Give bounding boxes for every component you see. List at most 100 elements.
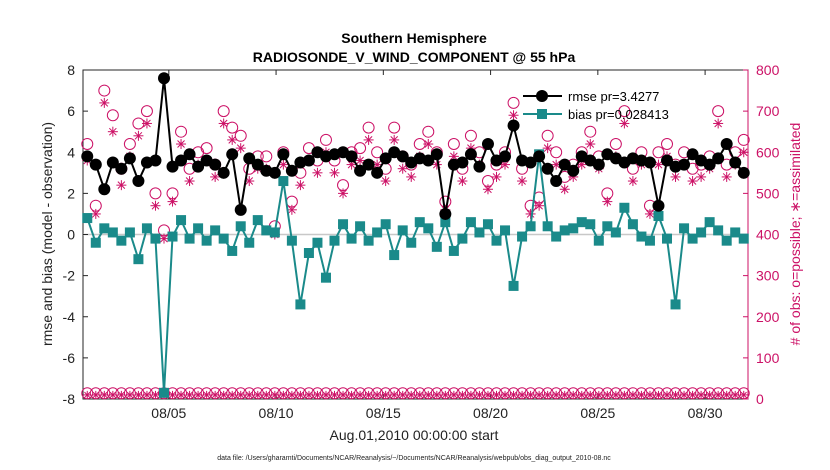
assimilated-marker [177, 390, 186, 399]
assimilated-marker [654, 390, 663, 399]
assimilated-marker [142, 390, 151, 399]
rmse-point [507, 119, 520, 132]
assimilated-marker [508, 110, 519, 121]
y-left-tick-label: -2 [63, 268, 76, 284]
possible-marker [712, 105, 725, 118]
bias-point [380, 219, 391, 230]
rmse-point [268, 166, 281, 179]
rmse-point [285, 164, 298, 177]
possible-marker [98, 84, 111, 97]
possible-marker [81, 138, 94, 151]
bias-point [176, 215, 187, 226]
x-axis: 08/05 08/10 08/15 08/20 08/25 08/30 [151, 70, 723, 421]
assimilated-marker [329, 167, 340, 178]
rmse-point [661, 154, 674, 167]
assimilated-marker [134, 390, 143, 399]
assimilated-marker [373, 390, 382, 399]
assimilated-marker [390, 390, 399, 399]
assimilated-marker [705, 390, 714, 399]
assimilated-marker [321, 390, 330, 399]
possible-marker [541, 129, 554, 142]
x-tick-label: 08/30 [688, 405, 723, 421]
possible-marker [584, 125, 597, 138]
rmse-point [430, 148, 443, 161]
rmse-point [226, 148, 239, 161]
rmse-point [379, 152, 392, 165]
possible-marker [149, 187, 162, 200]
assimilated-marker [713, 118, 724, 129]
rmse-point [234, 203, 247, 216]
assimilated-marker [559, 184, 570, 195]
bias-point [721, 235, 732, 246]
bias-point [286, 235, 297, 246]
x-axis-label: Aug.01,2010 00:00:00 start [330, 427, 499, 443]
assimilated-marker [432, 390, 441, 399]
bias-point [397, 225, 408, 236]
rmse-point [558, 158, 571, 171]
assimilated-marker [116, 180, 127, 191]
assimilated-marker [398, 390, 407, 399]
x-tick-label: 08/15 [366, 405, 401, 421]
bias-point [491, 235, 502, 246]
rmse-point [166, 160, 179, 173]
rmse-point [396, 150, 409, 163]
bias-point [184, 233, 195, 244]
assimilated-marker [509, 390, 518, 399]
rmse-point [456, 156, 469, 169]
assimilated-marker [83, 390, 92, 399]
rmse-point [89, 158, 102, 171]
bias-point [235, 221, 246, 232]
assimilated-marker [167, 196, 178, 207]
possible-marker [447, 138, 460, 151]
bias-point [593, 235, 604, 246]
assimilated-marker [397, 163, 408, 174]
assimilated-marker [569, 390, 578, 399]
y-right-tick-label: 100 [756, 350, 780, 366]
bias-point [474, 227, 485, 238]
bias-point [679, 223, 690, 234]
y-right-tick-label: 500 [756, 185, 780, 201]
assimilated-marker [407, 390, 416, 399]
bias-point [355, 221, 366, 232]
bias-point [508, 280, 519, 291]
assimilated-marker [687, 176, 698, 187]
assimilated-marker [722, 390, 731, 399]
y-left-tick-label: -6 [63, 350, 76, 366]
possible-marker [618, 105, 631, 118]
y-left-tick-label: 0 [67, 227, 75, 243]
assimilated-marker [219, 390, 228, 399]
assimilated-marker [279, 390, 288, 399]
bias-point [82, 213, 93, 224]
bias-point [116, 235, 127, 246]
assimilated-marker [482, 184, 493, 195]
bias-point [627, 219, 638, 230]
rmse-point [464, 148, 477, 161]
bias-point [696, 227, 707, 238]
bias-point [141, 223, 152, 234]
bias-point [210, 225, 221, 236]
bias-point [465, 217, 476, 228]
possible-marker [652, 146, 665, 159]
assimilated-marker [363, 134, 374, 145]
assimilated-marker [680, 390, 689, 399]
assimilated-marker [637, 390, 646, 399]
assimilated-marker [227, 134, 238, 145]
rmse-point [277, 148, 290, 161]
bias-point [482, 219, 493, 230]
rmse-point [243, 152, 256, 165]
x-tick-label: 08/20 [473, 405, 508, 421]
assimilated-marker [313, 390, 322, 399]
rmse-point [567, 164, 580, 177]
assimilated-marker [151, 390, 160, 399]
bias-point [644, 235, 655, 246]
bias-point [517, 231, 528, 242]
bias-point [389, 250, 400, 261]
rmse-point [541, 162, 554, 175]
assimilated-marker [619, 118, 630, 129]
legend-bias-label: bias pr=0.028413 [568, 107, 669, 122]
assimilated-marker [721, 171, 732, 182]
y-right-tick-label: 200 [756, 309, 780, 325]
assimilated-marker [253, 390, 262, 399]
bias-point [568, 223, 579, 234]
assimilated-marker [457, 176, 468, 187]
